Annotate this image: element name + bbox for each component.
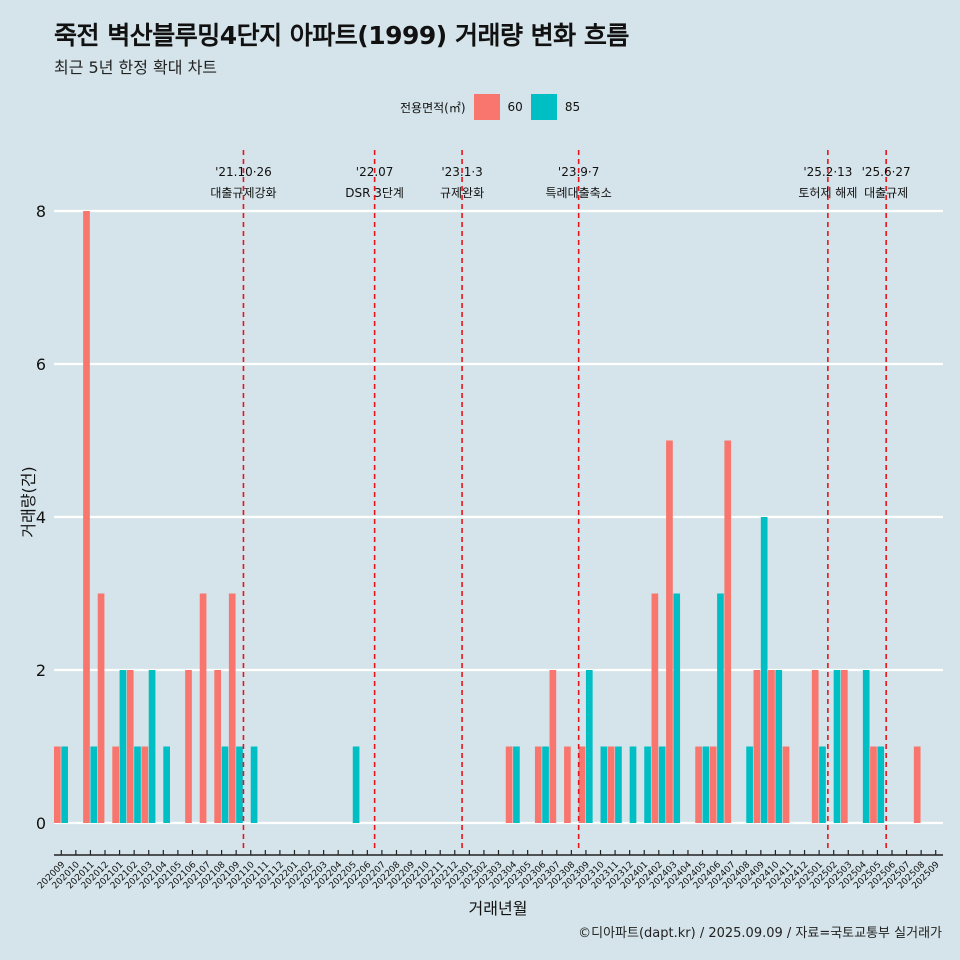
bar-60-202009	[54, 746, 61, 823]
chart-title: 죽전 벽산블루밍4단지 아파트(1999) 거래량 변화 흐름	[54, 21, 629, 50]
bar-60-202407	[724, 440, 732, 823]
bar-60-202503	[840, 670, 848, 823]
bar-85-202103	[148, 670, 156, 823]
bar-85-202306	[542, 746, 549, 823]
bar-85-202501	[819, 746, 826, 823]
bar-85-202312	[629, 746, 637, 823]
bar-85-202009	[61, 746, 68, 823]
bar-85-202011	[90, 746, 98, 823]
legend-swatch-85	[530, 94, 557, 120]
bar-85-202205	[352, 746, 360, 823]
legend-title: 전용면적(㎡)	[400, 100, 466, 115]
bar-85-202504	[862, 670, 870, 823]
bar-60-202508	[913, 746, 921, 823]
bar-85-202505	[877, 746, 885, 823]
event-label: 특례대출축소	[546, 186, 612, 200]
bar-60-202308	[564, 746, 571, 823]
bar-60-202403	[666, 440, 673, 823]
legend-item-85: 85	[530, 94, 581, 120]
x-axis-title: 거래년월	[469, 899, 528, 918]
bar-85-202403	[673, 593, 681, 823]
event-label: 규제완화	[440, 186, 484, 200]
event-label: DSR 3단계	[345, 186, 404, 200]
bar-60-202505	[870, 746, 877, 823]
event-date: '25.6·27	[862, 165, 911, 179]
event-date: '25.2·13	[803, 165, 852, 179]
y-tick-label: 2	[36, 661, 46, 680]
event-label: 대출규제강화	[210, 186, 276, 200]
chart-subtitle: 최근 5년 한정 확대 차트	[54, 58, 218, 77]
bar-85-202102	[134, 746, 141, 823]
bar-85-202310	[600, 746, 608, 823]
bar-60-202311	[607, 746, 615, 823]
bar-60-202011	[83, 211, 90, 823]
bar-60-202307	[549, 670, 557, 823]
legend-label-85: 85	[564, 100, 581, 114]
y-tick-label: 0	[36, 814, 46, 833]
bar-60-202106	[185, 670, 192, 823]
bar-60-202409	[753, 670, 761, 823]
bar-60-202102	[126, 670, 134, 823]
bar-60-202107	[199, 593, 207, 823]
bar-60-202108	[214, 670, 221, 823]
bar-85-202104	[163, 746, 170, 823]
y-axis-title: 거래량(건)	[19, 466, 38, 537]
y-tick-label: 6	[36, 355, 46, 374]
bar-60-202109	[228, 593, 236, 823]
bar-85-202406	[717, 593, 724, 823]
bar-85-202502	[833, 670, 841, 823]
bar-85-202110	[250, 746, 258, 823]
event-label: 토허제 해제	[798, 186, 857, 200]
y-tick-label: 8	[36, 202, 46, 221]
bar-60-202402	[651, 593, 659, 823]
bar-85-202108	[221, 746, 229, 823]
bar-60-202410	[768, 670, 775, 823]
event-label: 대출규제	[864, 186, 908, 200]
bar-85-202309	[585, 670, 593, 823]
event-date: '23.9·7	[558, 165, 599, 179]
bar-60-202411	[782, 746, 790, 823]
bar-85-202304	[513, 746, 520, 823]
event-date: '21.10·26	[215, 165, 272, 179]
bar-85-202405	[702, 746, 710, 823]
bar-60-202501	[811, 670, 819, 823]
bar-85-202101	[119, 670, 127, 823]
legend-item-60: 60	[473, 94, 523, 120]
bar-85-202408	[746, 746, 753, 823]
legend-swatch-60	[473, 94, 500, 120]
legend-label-60: 60	[507, 100, 523, 114]
bar-85-202109	[236, 746, 243, 823]
event-date: '22.07	[356, 165, 394, 179]
bar-85-202410	[775, 670, 783, 823]
bar-85-202409	[760, 517, 768, 823]
bar-60-202405	[695, 746, 702, 823]
bar-85-202402	[658, 746, 666, 823]
bar-60-202406	[709, 746, 717, 823]
bar-60-202101	[112, 746, 119, 823]
bar-60-202309	[578, 746, 586, 823]
bar-60-202304	[505, 746, 513, 823]
y-tick-label: 4	[36, 508, 46, 527]
bar-60-202103	[141, 746, 149, 823]
bar-85-202401	[644, 746, 651, 823]
legend: 전용면적(㎡) 60 85	[400, 93, 588, 121]
bar-60-202012	[97, 593, 105, 823]
bar-85-202311	[615, 746, 622, 823]
event-date: '23.1·3	[441, 165, 482, 179]
source-caption: ©디아파트(dapt.kr) / 2025.09.09 / 자료=국토교통부 실…	[578, 926, 942, 941]
bar-60-202306	[534, 746, 542, 823]
